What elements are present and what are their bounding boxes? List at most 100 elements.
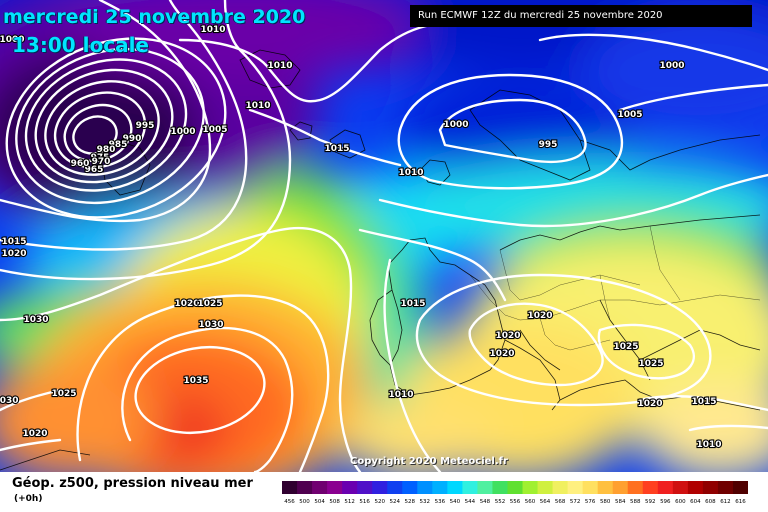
scale-label: 612 [720, 499, 731, 505]
isobar-label: 1020 [1, 249, 26, 259]
scale-label: 580 [600, 499, 611, 505]
scale-swatch [717, 481, 734, 494]
isobar-label: 1030 [0, 396, 19, 406]
scale-label: 500 [299, 499, 310, 505]
scale-swatch [297, 481, 313, 494]
scale-label: 568 [555, 499, 566, 505]
map-date-title: mercredi 25 novembre 2020 [3, 6, 306, 28]
scale-label: 456 [284, 499, 295, 505]
isobar-label: 1015 [400, 299, 425, 309]
isobar-label: 1030 [198, 320, 223, 330]
isobar-label: 1015 [691, 397, 716, 407]
scale-label: 512 [344, 499, 355, 505]
scale-label: 588 [630, 499, 641, 505]
scale-label: 544 [465, 499, 476, 505]
isobar-label: 1005 [202, 125, 227, 135]
isobar-label: 980 [97, 145, 116, 155]
isobar-label: 960 [71, 159, 90, 169]
isobar-label: 990 [123, 134, 142, 144]
isobar-label: 1035 [183, 376, 208, 386]
scale-swatch [507, 481, 524, 494]
scale-swatch [687, 481, 704, 494]
scale-label: 560 [525, 499, 536, 505]
scale-swatch [492, 481, 508, 494]
scale-label: 524 [389, 499, 400, 505]
scale-label: 592 [645, 499, 656, 505]
scale-label: 600 [675, 499, 686, 505]
scale-label: 616 [735, 499, 746, 505]
scale-swatch [612, 481, 629, 494]
copyright-notice: Copyright 2020 Meteociel.fr [350, 456, 508, 467]
scale-swatch [357, 481, 373, 494]
scale-swatch [582, 481, 599, 494]
scale-swatch [417, 481, 433, 494]
scale-swatch [597, 481, 614, 494]
scale-label: 508 [329, 499, 340, 505]
scale-label: 536 [435, 499, 446, 505]
coastlines [0, 49, 761, 471]
isobar-label: 1000 [0, 35, 25, 45]
isobar-label: 1025 [638, 359, 663, 369]
scale-swatch [282, 481, 298, 494]
isobar-labels: 1010 1010 1010 1005 1000 995 990 985 980… [0, 24, 723, 451]
scale-swatch [642, 481, 659, 494]
isobar-label: 1025 [613, 342, 638, 352]
legend-forecast-hour: (+0h) [14, 494, 43, 504]
scale-swatch [702, 481, 719, 494]
scale-swatch [732, 481, 748, 494]
isobar-label: 1030 [23, 315, 48, 325]
scale-label: 608 [705, 499, 716, 505]
scale-label: 528 [405, 499, 416, 505]
scale-label: 576 [585, 499, 596, 505]
isobar-label: 965 [85, 165, 104, 175]
isobar-label: 1015 [1, 237, 26, 247]
scale-swatch [387, 481, 403, 494]
isobar-label: 985 [109, 140, 128, 150]
legend-title: Géop. z500, pression niveau mer [12, 476, 253, 491]
isobar-label: 970 [92, 157, 111, 167]
scale-swatch [477, 481, 493, 494]
isobar-label: 1020 [495, 331, 520, 341]
isobar-label: 1020 [527, 311, 552, 321]
isobar-label: 1000 [659, 61, 684, 71]
color-scale: 456 500 504 508 512 516 520 524 528 532 536 540 544 5… [282, 481, 748, 505]
scale-label: 552 [495, 499, 506, 505]
scale-swatch [672, 481, 689, 494]
isobar-label: 1020 [637, 399, 662, 409]
scale-swatch [627, 481, 644, 494]
scale-label: 520 [374, 499, 385, 505]
scale-swatch [402, 481, 418, 494]
scale-swatch [537, 481, 554, 494]
scale-label: 584 [615, 499, 626, 505]
isobar-label: 1010 [696, 440, 721, 450]
scale-swatch [432, 481, 448, 494]
isobar-label: 1025 [51, 389, 76, 399]
isobar-label: 1025 [197, 299, 222, 309]
isobar-label: 1010 [245, 101, 270, 111]
isobar-label: 995 [136, 121, 155, 131]
scale-swatch [372, 481, 388, 494]
isobar-label: 995 [539, 140, 558, 150]
isobar-label: 1000 [170, 127, 195, 137]
isobar-label: 1000 [443, 120, 468, 130]
scale-swatch [312, 481, 328, 494]
scale-swatch [567, 481, 584, 494]
scale-label: 548 [480, 499, 491, 505]
model-run-banner: Run ECMWF 12Z du mercredi 25 novembre 20… [410, 5, 752, 27]
map-time-title: 13:00 locale [12, 33, 149, 57]
isobar-label: 1010 [200, 25, 225, 35]
scale-swatch [342, 481, 358, 494]
scale-label: 604 [690, 499, 701, 505]
scale-label: 596 [660, 499, 671, 505]
isobar-label: 1010 [388, 390, 413, 400]
isobars [0, 0, 768, 472]
country-borders [469, 225, 761, 351]
isobar-label: 1020 [489, 349, 514, 359]
isobar-label: 1010 [398, 168, 423, 178]
scale-label: 532 [420, 499, 431, 505]
scale-swatch [462, 481, 478, 494]
isobar-label: 1005 [617, 110, 642, 120]
scale-label: 540 [450, 499, 461, 505]
scale-swatch [327, 481, 343, 494]
